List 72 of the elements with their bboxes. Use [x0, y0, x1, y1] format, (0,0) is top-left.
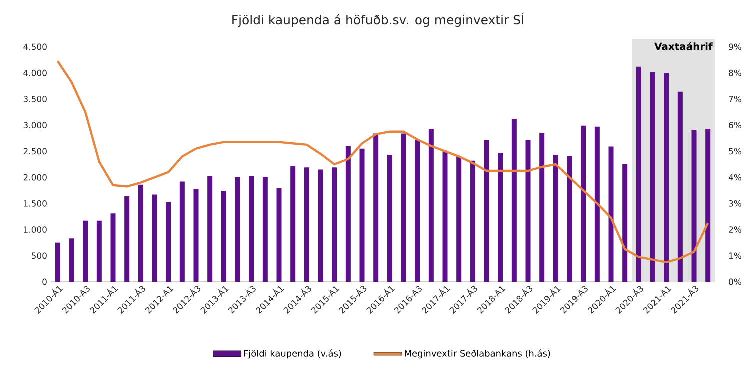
bar — [401, 134, 406, 282]
bar — [110, 214, 116, 282]
y2-tick-label: 3% — [729, 200, 742, 207]
bar — [83, 220, 88, 282]
y-tick-label: 4.000 — [24, 70, 47, 76]
bar — [456, 156, 462, 282]
bar — [276, 188, 282, 282]
bar — [484, 140, 490, 282]
bar — [470, 160, 476, 282]
bar — [622, 164, 628, 282]
bar — [442, 150, 448, 282]
bar — [567, 156, 572, 282]
y2-tick-label: 8% — [729, 70, 742, 76]
bar — [138, 184, 144, 282]
bar — [636, 66, 642, 282]
y2-tick-label: 1% — [729, 252, 742, 260]
bar — [678, 92, 683, 282]
bar — [608, 146, 614, 282]
bar — [124, 196, 130, 282]
y-tick-label: 0 — [42, 278, 47, 286]
bar — [692, 130, 697, 282]
bar — [304, 168, 310, 282]
chart-title: Fjöldi kaupenda á höfuðb.sv. og meginvextir SÍ — [232, 12, 524, 28]
y-tick-label: 4.500 — [24, 44, 47, 50]
bar — [221, 191, 226, 282]
bar — [332, 168, 338, 282]
bar — [208, 176, 213, 282]
y-tick-label: 1.000 — [24, 226, 47, 233]
bar — [428, 128, 434, 282]
y-tick-label: 500 — [32, 252, 47, 260]
bar — [553, 155, 558, 282]
bar — [262, 177, 268, 282]
legend-label: Meginvextir Seðlabankans (h.ás) — [405, 350, 550, 359]
y-tick-label: 1.500 — [24, 200, 47, 207]
bar — [360, 148, 365, 282]
bar — [290, 166, 296, 282]
bar — [166, 202, 172, 282]
bar — [152, 194, 158, 282]
bar — [540, 133, 545, 282]
bar — [387, 155, 392, 282]
bar — [69, 238, 74, 282]
y2-tick-label: 5% — [729, 148, 742, 155]
bar — [526, 140, 531, 282]
bar — [194, 189, 199, 282]
bar — [235, 178, 240, 282]
legend-label: Fjöldi kaupenda (v.ás) — [244, 350, 342, 359]
y2-tick-label: 9% — [729, 44, 742, 50]
bar — [664, 73, 670, 282]
y2-tick-label: 7% — [729, 96, 742, 102]
bar — [512, 119, 517, 282]
annotation: Vaxtaáhrif — [654, 42, 713, 50]
bar — [55, 242, 60, 282]
bar — [249, 176, 254, 282]
bar — [374, 134, 379, 282]
bar — [180, 182, 185, 282]
bar — [415, 140, 420, 282]
bar — [706, 128, 711, 282]
y-tick-label: 3.000 — [24, 122, 47, 129]
bar — [346, 146, 351, 282]
bar — [594, 126, 600, 282]
y2-tick-label: 2% — [729, 226, 742, 233]
y-tick-label: 2.000 — [24, 174, 47, 181]
y2-tick-label: 4% — [728, 174, 742, 181]
bar — [96, 220, 102, 282]
bar — [498, 153, 504, 282]
y-tick-label: 3.500 — [24, 96, 47, 102]
y2-tick-label: 6% — [729, 122, 742, 129]
bar — [581, 126, 586, 282]
bar — [318, 170, 324, 282]
y-tick-label: 2.500 — [24, 148, 47, 155]
y2-tick-label: 0% — [729, 278, 742, 286]
bar — [650, 72, 656, 282]
